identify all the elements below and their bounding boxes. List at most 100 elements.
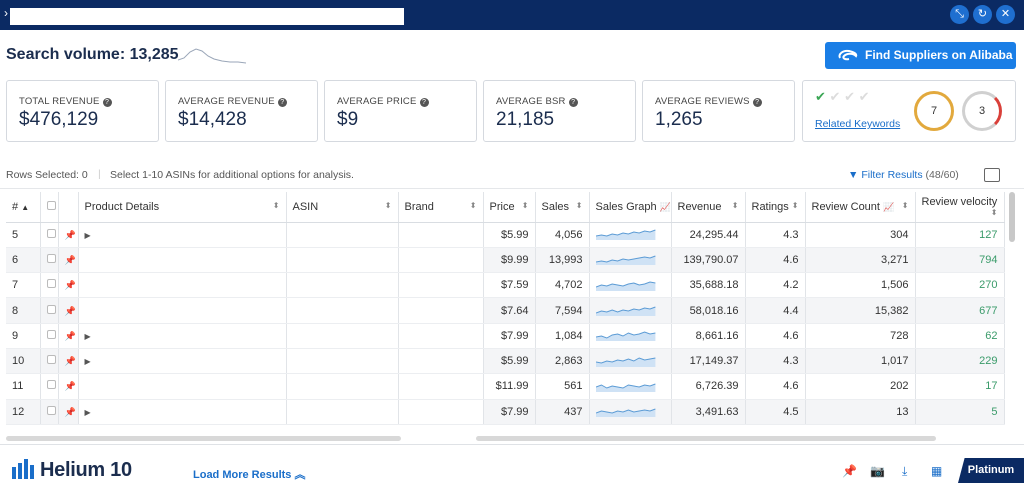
row-select[interactable]	[40, 373, 59, 400]
help-icon[interactable]: ?	[752, 98, 762, 107]
expand-row-icon[interactable]: ▶	[84, 357, 91, 367]
sort-icon[interactable]: ⬍	[990, 208, 998, 218]
chart-icon[interactable]: 📈	[883, 201, 895, 212]
sales-sparkline[interactable]	[595, 380, 658, 393]
sales-sparkline[interactable]	[595, 279, 658, 292]
sort-icon[interactable]: ⬍	[384, 200, 392, 210]
sort-icon[interactable]: ⬍	[731, 200, 739, 210]
pin-icon[interactable]: 📌	[64, 280, 76, 291]
close-icon[interactable]: ✕	[996, 5, 1015, 24]
export-settings-icon[interactable]	[984, 168, 1000, 182]
sort-icon[interactable]: ⬍	[272, 200, 280, 210]
row-select[interactable]	[40, 348, 59, 375]
col-header-number[interactable]: # ▲	[6, 192, 41, 223]
product-details-cell[interactable]	[78, 373, 287, 400]
row-select[interactable]	[40, 297, 59, 324]
expand-row-icon[interactable]: ▶	[84, 331, 91, 341]
asin-cell[interactable]	[286, 323, 399, 349]
row-checkbox[interactable]	[46, 253, 56, 263]
asin-cell[interactable]	[286, 247, 399, 274]
sales-sparkline[interactable]	[595, 405, 658, 418]
col-header-review-velocity[interactable]: Review velocity ⬍	[915, 192, 1005, 223]
table-row[interactable]: 10 📌 ▶ $5.99 2,863 17,149.37 4.3 1,017 229	[6, 348, 1005, 375]
col-header-select[interactable]	[40, 192, 59, 223]
pin-icon[interactable]: 📌	[64, 254, 76, 265]
camera-icon[interactable]: 📷	[870, 464, 885, 478]
sort-icon[interactable]: ⬍	[521, 200, 529, 210]
asin-cell[interactable]	[286, 222, 399, 248]
sales-graph-cell[interactable]	[589, 222, 672, 248]
table-row[interactable]: 12 📌 ▶ $7.99 437 3,491.63 4.5 13 5	[6, 399, 1005, 425]
sales-sparkline[interactable]	[595, 329, 658, 342]
row-select[interactable]	[40, 222, 59, 248]
filter-results-button[interactable]: ▼ Filter Results (48/60)	[848, 169, 959, 181]
asin-cell[interactable]	[286, 272, 399, 299]
pin-icon[interactable]: 📌	[64, 356, 76, 367]
sort-icon[interactable]: ⬍	[901, 200, 909, 210]
col-header-revenue[interactable]: Revenue ⬍	[671, 192, 746, 223]
row-checkbox[interactable]	[46, 380, 56, 390]
product-details-cell[interactable]: ▶	[78, 222, 287, 248]
vertical-scrollbar[interactable]	[1009, 192, 1015, 242]
sales-graph-cell[interactable]	[589, 373, 672, 400]
find-suppliers-alibaba-button[interactable]: Find Suppliers on Alibaba	[825, 42, 1016, 69]
table-row[interactable]: 11 📌 $11.99 561 6,726.39 4.6 202 17	[6, 373, 1005, 400]
minimize-icon[interactable]: ⤡	[950, 5, 969, 24]
sales-graph-cell[interactable]	[589, 297, 672, 324]
sales-sparkline[interactable]	[595, 304, 658, 317]
scroll-thumb-right[interactable]	[476, 436, 936, 441]
row-checkbox[interactable]	[46, 228, 56, 238]
table-row[interactable]: 8 📌 $7.64 7,594 58,018.16 4.4 15,382 677	[6, 297, 1005, 324]
sales-sparkline[interactable]	[595, 228, 658, 241]
row-pin[interactable]: 📌	[58, 399, 79, 425]
row-select[interactable]	[40, 247, 59, 274]
col-header-asin[interactable]: ASIN ⬍	[286, 192, 399, 223]
related-keywords-link[interactable]: Related Keywords	[815, 118, 901, 130]
sales-graph-cell[interactable]	[589, 348, 672, 375]
col-header-ratings[interactable]: Ratings ⬍	[745, 192, 806, 223]
col-header-sales[interactable]: Sales ⬍	[535, 192, 590, 223]
pin-icon[interactable]: 📌	[64, 406, 76, 417]
asin-cell[interactable]	[286, 399, 399, 425]
sales-graph-cell[interactable]	[589, 323, 672, 349]
load-more-button[interactable]: Load More Results ︽	[193, 466, 305, 482]
row-select[interactable]	[40, 272, 59, 299]
col-header-sales-graph[interactable]: Sales Graph 📈	[589, 192, 672, 223]
row-checkbox[interactable]	[46, 304, 56, 314]
help-icon[interactable]: ?	[102, 98, 112, 107]
row-pin[interactable]: 📌	[58, 348, 79, 375]
row-pin[interactable]: 📌	[58, 323, 79, 349]
row-pin[interactable]: 📌	[58, 373, 79, 400]
asin-cell[interactable]	[286, 373, 399, 400]
table-row[interactable]: 9 📌 ▶ $7.99 1,084 8,661.16 4.6 728 62	[6, 323, 1005, 349]
sort-icon[interactable]: ⬍	[575, 200, 583, 210]
help-icon[interactable]: ?	[568, 98, 578, 107]
pin-icon[interactable]: 📌	[64, 229, 76, 240]
scroll-thumb-left[interactable]	[6, 436, 401, 441]
horizontal-scrollbar[interactable]	[6, 436, 1004, 441]
sort-icon[interactable]: ⬍	[469, 200, 477, 210]
select-all-checkbox[interactable]	[46, 200, 56, 210]
row-checkbox[interactable]	[46, 405, 56, 415]
sales-graph-cell[interactable]	[589, 399, 672, 425]
asin-cell[interactable]	[286, 348, 399, 375]
product-details-cell[interactable]: ▶	[78, 323, 287, 349]
sort-icon[interactable]: ⬍	[791, 200, 799, 210]
refresh-icon[interactable]: ↻	[973, 5, 992, 24]
expand-row-icon[interactable]: ▶	[84, 230, 91, 240]
help-icon[interactable]: ?	[277, 98, 287, 107]
product-details-cell[interactable]	[78, 247, 287, 274]
table-row[interactable]: 5 📌 ▶ $5.99 4,056 24,295.44 4.3 304 127	[6, 222, 1005, 248]
sales-sparkline[interactable]	[595, 355, 658, 368]
row-checkbox[interactable]	[46, 279, 56, 289]
sales-graph-cell[interactable]	[589, 247, 672, 274]
download-icon[interactable]: ⤓	[902, 464, 908, 478]
table-row[interactable]: 7 📌 $7.59 4,702 35,688.18 4.2 1,506 270	[6, 272, 1005, 299]
product-details-cell[interactable]: ▶	[78, 348, 287, 375]
help-icon[interactable]: ?	[419, 98, 429, 107]
col-header-review-count[interactable]: Review Count 📈 ⬍	[805, 192, 916, 223]
expand-row-icon[interactable]: ▶	[84, 407, 91, 417]
row-pin[interactable]: 📌	[58, 272, 79, 299]
table-icon[interactable]: ▦	[931, 464, 943, 478]
product-details-cell[interactable]	[78, 297, 287, 324]
